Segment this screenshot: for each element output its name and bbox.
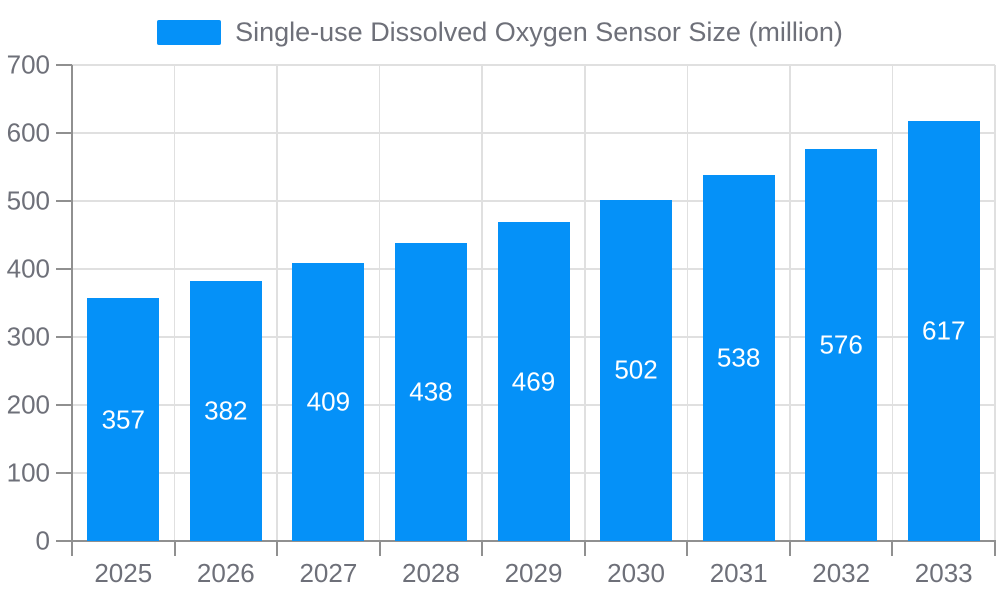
y-axis-tick [56,540,72,542]
bar-2033[interactable] [907,121,980,541]
x-axis-tick [788,541,791,556]
bar-2032[interactable] [805,149,878,541]
y-axis-label: 200 [6,389,50,420]
bar-2029[interactable] [497,222,570,541]
bar-2028[interactable] [394,243,467,541]
y-axis-tick [56,268,72,270]
x-gridline [686,65,689,541]
x-axis-label: 2031 [709,558,768,588]
x-gridline [173,65,176,541]
y-axis-label: 100 [6,457,50,488]
bar-value-label: 409 [306,386,351,417]
x-axis-tick [583,541,586,556]
x-gridline [378,65,381,541]
x-gridline [994,65,996,541]
y-axis-tick [56,132,72,134]
x-axis-tick [994,541,996,556]
x-axis-tick [686,541,689,556]
bar-2031[interactable] [702,175,775,541]
bar-2026[interactable] [189,281,262,541]
bar-value-label: 576 [819,329,863,360]
bar-value-label: 469 [511,366,556,397]
x-gridline [584,65,586,541]
x-axis-tick [481,541,484,556]
bar-value-label: 382 [204,395,248,426]
x-axis-tick [276,541,279,556]
y-axis-line [71,65,73,542]
bar-value-label: 438 [409,376,453,407]
x-gridline [789,65,791,541]
x-axis-label: 2033 [914,558,973,588]
x-axis-tick [173,541,176,556]
y-axis-tick [56,472,72,474]
x-axis-tick [378,541,381,556]
y-axis-tick [56,200,72,202]
bar-value-label: 538 [716,342,761,373]
x-axis-label: 2029 [504,558,563,588]
y-gridline [72,200,995,202]
bar-2025[interactable] [87,298,160,541]
y-axis-label: 300 [6,321,50,352]
x-gridline [481,65,483,541]
y-axis-label: 0 [35,525,50,556]
bar-2027[interactable] [292,262,365,541]
y-axis-tick [56,404,72,406]
y-axis-label: 500 [6,185,50,216]
legend-swatch-icon [157,20,222,45]
bar-value-label: 617 [922,315,966,346]
x-gridline [276,65,278,541]
x-axis-label: 2028 [402,558,460,588]
x-axis-label: 2025 [94,558,153,588]
x-axis-label: 2026 [196,558,255,588]
x-axis-line [71,540,996,542]
bar-2030[interactable] [600,199,673,541]
bar-value-label: 502 [614,354,658,385]
bar-value-label: 357 [101,404,145,435]
x-axis-label: 2032 [812,558,871,588]
y-axis-label: 400 [6,253,50,284]
x-axis-tick [71,541,73,556]
y-axis-tick [56,64,72,66]
x-gridline [891,65,894,541]
x-axis-tick [891,541,894,556]
y-axis-label: 600 [6,117,50,148]
x-axis-label: 2027 [299,558,358,588]
legend[interactable]: Single-use Dissolved Oxygen Sensor Size … [0,17,1000,48]
x-axis-label: 2030 [607,558,665,588]
y-axis-label: 700 [6,49,50,80]
legend-label: Single-use Dissolved Oxygen Sensor Size … [235,17,843,47]
y-gridline [72,64,995,66]
y-axis-tick [56,336,72,338]
y-gridline [72,132,995,134]
